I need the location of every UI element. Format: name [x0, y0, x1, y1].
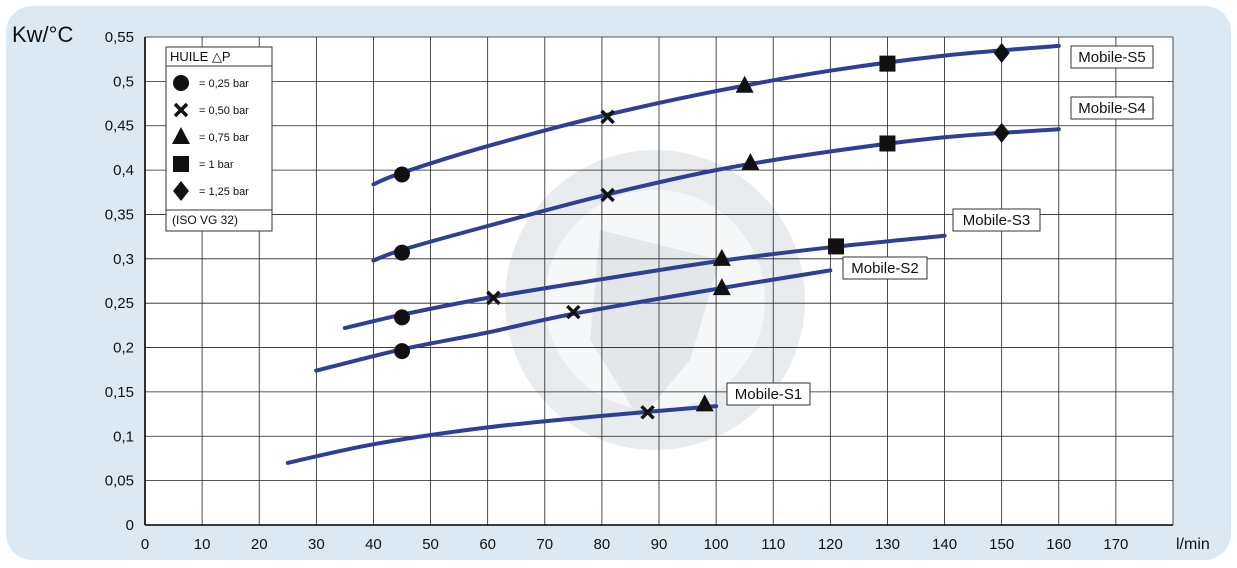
point-mobile-s3-circle: [394, 309, 410, 326]
y-axis-label: Kw/°C: [12, 22, 73, 47]
series-markers: [394, 42, 1010, 420]
point-mobile-s1-triangle: [695, 394, 714, 412]
x-axis-label: l/min: [1176, 536, 1210, 553]
point-mobile-s5-x-stroke: [600, 109, 615, 125]
curve-mobile-s5: [371, 43, 1061, 187]
legend: HUILE △P = 0,25 bar= 0,50 bar= 0,75 bar=…: [165, 46, 273, 232]
tick-labels: 0 10 20 30 40 50 60 70 80 90 100 110 120 130 140 150 160…: [105, 29, 1129, 553]
y-tick-label: 0,3: [113, 251, 134, 268]
point-mobile-s1-x: [640, 405, 655, 420]
x-tick-label: 120: [818, 536, 843, 553]
x-tick-label: 130: [875, 536, 900, 553]
y-tick-label: 0: [126, 517, 134, 534]
legend-marker-x-stroke: [173, 102, 189, 118]
x-tick-label: 0: [141, 536, 149, 553]
y-tick-label: 0,45: [105, 118, 134, 135]
point-mobile-s5-square: [879, 55, 896, 72]
point-mobile-s4-x: [600, 187, 615, 203]
point-mobile-s4-diamond: [993, 122, 1010, 143]
point-mobile-s1-x-stroke: [640, 405, 655, 420]
legend-entry-label: = 1 bar: [199, 159, 234, 171]
legend-marker-circle: [173, 75, 189, 91]
series-label-mobile-s3: Mobile-S3: [963, 212, 1031, 229]
curve-mobile-s1: [285, 404, 719, 465]
point-mobile-s5-x: [600, 109, 615, 125]
point-mobile-s4-triangle: [741, 152, 760, 170]
legend-entry-label: = 1,25 bar: [199, 186, 249, 198]
point-mobile-s5-triangle: [735, 75, 754, 93]
point-mobile-s5-circle: [394, 166, 410, 183]
point-mobile-s2-x: [566, 304, 581, 320]
y-tick-label: 0,1: [113, 428, 134, 445]
series-label-box-mobile-s4: [1070, 96, 1154, 120]
series-label-box-mobile-s1: [726, 382, 811, 406]
legend-entry-label: = 0,50 bar: [199, 105, 249, 117]
legend-marker-diamond: [173, 181, 189, 201]
point-mobile-s4-square: [879, 135, 896, 152]
y-tick-label: 0,15: [105, 384, 134, 401]
legend-marker-triangle: [172, 127, 190, 144]
point-mobile-s3-triangle: [712, 248, 731, 266]
series-label-mobile-s1: Mobile-S1: [735, 386, 803, 403]
series-label-mobile-s4: Mobile-S4: [1078, 100, 1146, 117]
y-tick-label: 0,2: [113, 340, 134, 357]
point-mobile-s3-square: [828, 238, 845, 255]
point-mobile-s2-x-stroke: [566, 304, 581, 320]
series-label-box-mobile-s2: [842, 256, 928, 280]
legend-footer: (ISO VG 32): [172, 213, 238, 227]
axes: [144, 37, 1173, 526]
series-label-mobile-s2: Mobile-S2: [851, 260, 919, 277]
y-tick-label: 0,55: [105, 29, 134, 46]
x-tick-label: 140: [932, 536, 957, 553]
legend-entry-label: = 0,25 bar: [199, 78, 249, 90]
legend-entry-label: = 0,75 bar: [199, 132, 249, 144]
x-tick-label: 70: [536, 536, 553, 553]
x-tick-label: 80: [594, 536, 611, 553]
point-mobile-s4-x-stroke: [600, 187, 615, 203]
point-mobile-s3-x: [486, 290, 501, 306]
x-tick-label: 50: [422, 536, 439, 553]
series-labels: Mobile-S5 Mobile-S4 Mobile-S3 Mobile-S2 Mobi…: [726, 45, 1154, 406]
x-tick-label: 30: [308, 536, 325, 553]
legend-entries: = 0,25 bar = 0,50 bar = 0,75 bar = 1 bar = 1…: [172, 75, 249, 201]
x-tick-label: 10: [194, 536, 211, 553]
series-label-box-mobile-s3: [952, 208, 1041, 232]
y-tick-label: 0,5: [113, 73, 134, 90]
point-mobile-s2-triangle: [712, 278, 731, 296]
y-tick-label: 0,35: [105, 206, 134, 223]
series-label-box-mobile-s5: [1070, 45, 1154, 69]
x-tick-label: 100: [704, 536, 729, 553]
series-label-mobile-s5: Mobile-S5: [1078, 49, 1146, 66]
point-mobile-s3-x-stroke: [486, 290, 501, 306]
x-tick-label: 170: [1103, 536, 1128, 553]
point-mobile-s5-diamond: [993, 42, 1010, 63]
legend-title: HUILE △P: [170, 49, 231, 64]
y-tick-label: 0,25: [105, 295, 134, 312]
curve-mobile-s4: [371, 127, 1061, 263]
x-tick-label: 60: [479, 536, 496, 553]
point-mobile-s2-circle: [394, 343, 410, 360]
legend-marker-x: [173, 102, 189, 118]
y-tick-label: 0,05: [105, 473, 134, 490]
x-tick-label: 110: [761, 536, 785, 553]
x-tick-label: 150: [989, 536, 1014, 553]
point-mobile-s4-circle: [394, 244, 410, 261]
x-tick-label: 160: [1046, 536, 1071, 553]
y-tick-label: 0,4: [113, 162, 134, 179]
x-tick-label: 90: [651, 536, 668, 553]
x-tick-label: 20: [251, 536, 268, 553]
legend-marker-square: [173, 156, 189, 172]
x-tick-label: 40: [365, 536, 382, 553]
